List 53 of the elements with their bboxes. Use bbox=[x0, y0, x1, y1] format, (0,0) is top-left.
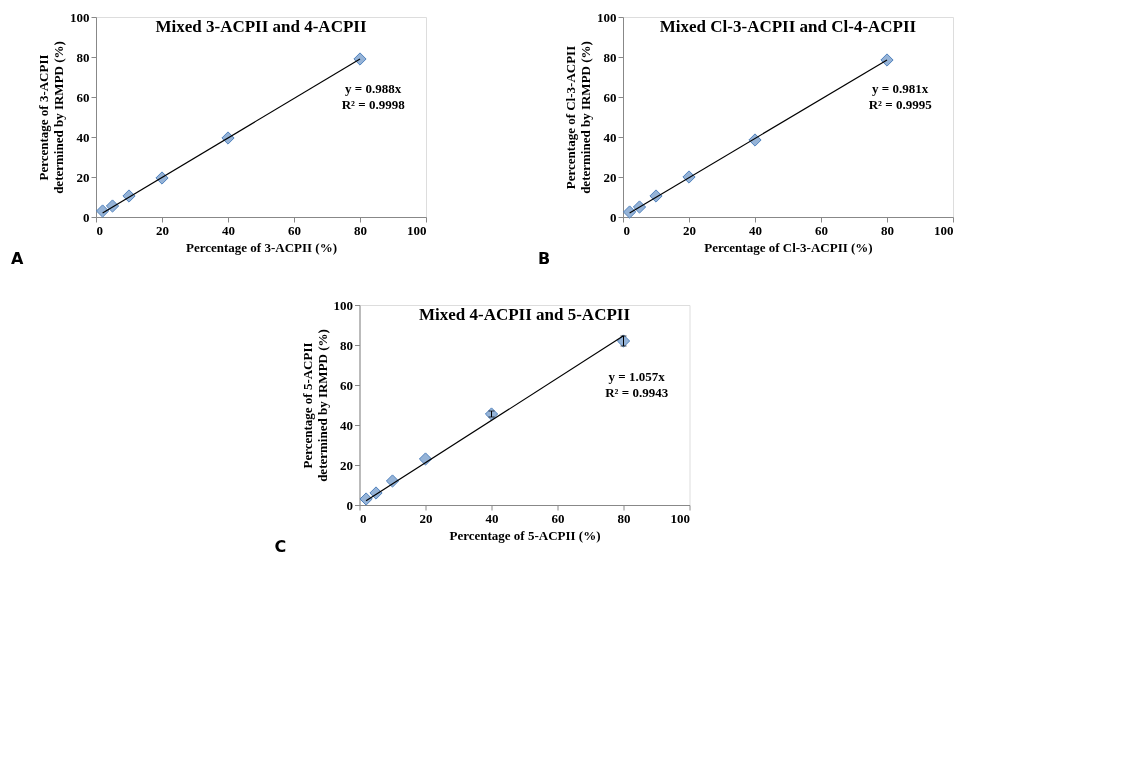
x-tick-label: 100 bbox=[934, 222, 954, 238]
annotation: y = 0.981x R² = 0.9995 bbox=[868, 81, 933, 112]
x-axis-title: Percentage of 3-ACPII (%) bbox=[185, 239, 338, 255]
x-axis-title: Percentage of 5-ACPII (%) bbox=[449, 527, 601, 543]
y-axis-title: Percentage of 5-ACPII determined by IRMPD (%) bbox=[299, 329, 330, 482]
y-tick-label: 80 bbox=[76, 49, 90, 65]
x-tick-label: 60 bbox=[551, 510, 565, 526]
x-tick-label: 100 bbox=[407, 222, 427, 238]
y-tick-label: 80 bbox=[340, 337, 353, 353]
text: B bbox=[538, 249, 551, 268]
chart-title: Mixed 4-ACPII and 5-ACPII bbox=[418, 305, 631, 324]
y-tick-label: 0 bbox=[83, 209, 90, 225]
annotation: y = 1.057x R² = 0.9943 bbox=[605, 369, 669, 400]
x-tick-label: 100 bbox=[670, 510, 690, 526]
chart-title: Mixed 3-ACPII and 4-ACPII bbox=[155, 17, 367, 36]
y-axis-title: Percentage of 3-ACPII determined by IRMPD (%) bbox=[36, 41, 66, 194]
x-tick-label: 40 bbox=[485, 510, 499, 526]
x-tick-label: 20 bbox=[683, 222, 696, 238]
y-axis-title: Percentage of Cl-3-ACPII determined by IRMPD (%) bbox=[563, 41, 593, 194]
y-tick-label: 0 bbox=[346, 497, 353, 513]
x-tick-label: 20 bbox=[156, 222, 169, 238]
annotation: y = 0.988x R² = 0.9998 bbox=[341, 81, 406, 112]
y-tick-label: 60 bbox=[603, 89, 617, 105]
x-tick-label: 0 bbox=[360, 510, 367, 526]
x-tick-label: 0 bbox=[623, 222, 630, 238]
y-tick-label: 100 bbox=[333, 297, 353, 313]
x-axis-title: Percentage of Cl-3-ACPII (%) bbox=[704, 239, 873, 255]
x-tick-label: 60 bbox=[815, 222, 828, 238]
x-tick-label: 0 bbox=[96, 222, 103, 238]
x-tick-label: 60 bbox=[288, 222, 301, 238]
point bbox=[880, 53, 894, 67]
chart-title: Mixed Cl-3-ACPII and Cl-4-ACPII bbox=[659, 17, 917, 36]
x-tick-label: 20 bbox=[419, 510, 433, 526]
y-tick-label: 40 bbox=[340, 417, 353, 433]
y-tick-label: 100 bbox=[597, 9, 617, 25]
y-tick-label: 20 bbox=[340, 457, 353, 473]
y-tick-label: 80 bbox=[603, 49, 617, 65]
x-tick-label: 40 bbox=[222, 222, 235, 238]
y-tick-label: 100 bbox=[70, 9, 90, 25]
x-tick-label: 80 bbox=[617, 510, 631, 526]
y-tick-label: 60 bbox=[340, 377, 353, 393]
text: C bbox=[274, 537, 287, 556]
text: A bbox=[11, 249, 24, 268]
y-tick-label: 40 bbox=[603, 129, 617, 145]
x-tick-label: 80 bbox=[881, 222, 894, 238]
y-tick-label: 20 bbox=[603, 169, 617, 185]
x-tick-label: 40 bbox=[749, 222, 762, 238]
y-tick-label: 60 bbox=[76, 89, 90, 105]
point bbox=[353, 52, 367, 66]
y-tick-label: 20 bbox=[76, 169, 90, 185]
x-tick-label: 80 bbox=[354, 222, 367, 238]
y-tick-label: 0 bbox=[610, 209, 617, 225]
y-tick-label: 40 bbox=[76, 129, 90, 145]
